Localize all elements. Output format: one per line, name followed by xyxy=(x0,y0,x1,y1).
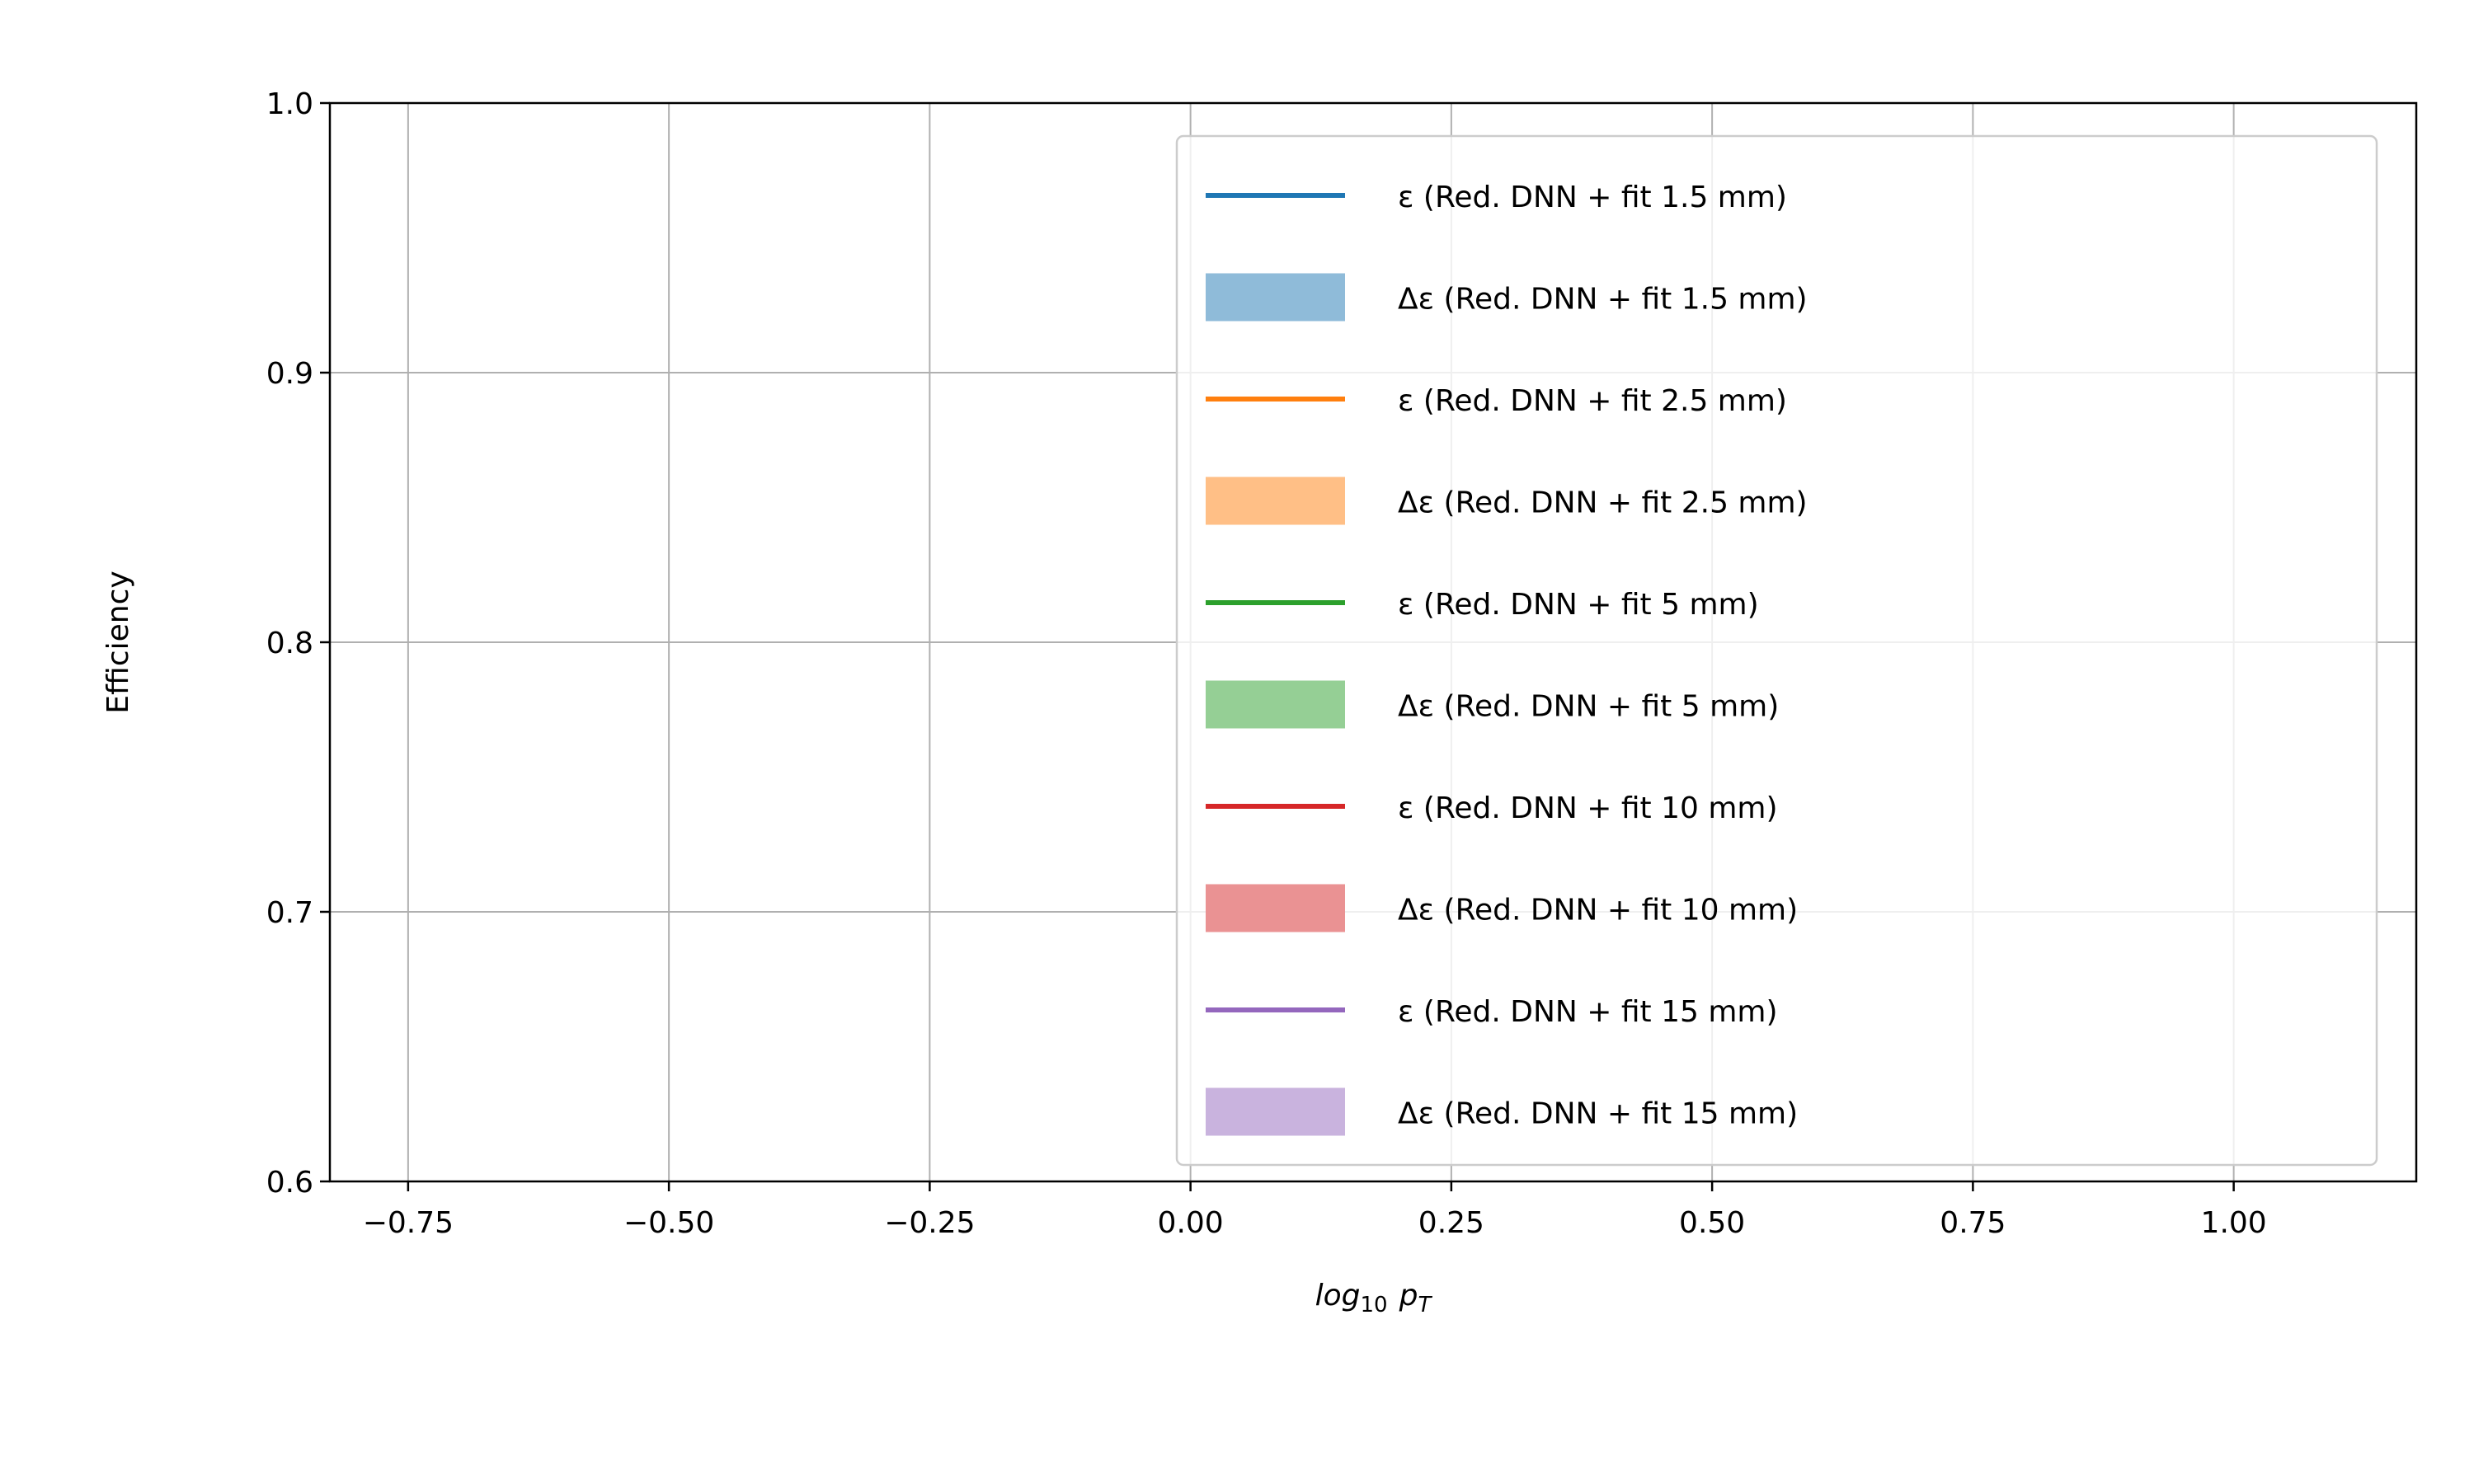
x-tick-label: 0.00 xyxy=(1158,1206,1224,1240)
legend-label: ε (Red. DNN + fit 1.5 mm) xyxy=(1398,181,1787,214)
legend-label: Δε (Red. DNN + fit 15 mm) xyxy=(1398,1097,1798,1131)
legend-label: ε (Red. DNN + fit 15 mm) xyxy=(1398,995,1778,1029)
legend-label: Δε (Red. DNN + fit 10 mm) xyxy=(1398,894,1798,928)
legend-swatch-band xyxy=(1206,884,1345,932)
legend-swatch-band xyxy=(1206,273,1345,322)
legend: ε (Red. DNN + fit 1.5 mm) Δε (Red. DNN + … xyxy=(1175,134,2378,1167)
x-axis: −0.75 −0.50 −0.25 0.00 0.25 0.50 0.75 1.00 xyxy=(363,1181,2267,1240)
legend-box xyxy=(1175,134,2378,1167)
y-tick-label: 1.0 xyxy=(266,87,313,121)
legend-label: Δε (Red. DNN + fit 5 mm) xyxy=(1398,690,1779,724)
legend-swatch-band xyxy=(1206,680,1345,729)
x-axis-label: log10 pT xyxy=(1315,1279,1433,1317)
y-axis: 0.6 0.7 0.8 0.9 1.0 xyxy=(266,87,330,1200)
x-axis-label-var-sub: T xyxy=(1418,1293,1432,1317)
legend-label: Δε (Red. DNN + fit 2.5 mm) xyxy=(1398,486,1808,520)
y-tick-label: 0.9 xyxy=(266,357,313,391)
x-tick-label: 0.50 xyxy=(1679,1206,1745,1240)
legend-label: ε (Red. DNN + fit 5 mm) xyxy=(1398,588,1759,622)
x-axis-label-var: p xyxy=(1399,1279,1418,1313)
x-tick-label: 1.00 xyxy=(2201,1206,2267,1240)
legend-label: ε (Red. DNN + fit 10 mm) xyxy=(1398,791,1778,825)
legend-swatch-band xyxy=(1206,1087,1345,1136)
x-axis-label-sub: 10 xyxy=(1361,1293,1388,1317)
legend-label: ε (Red. DNN + fit 2.5 mm) xyxy=(1398,384,1787,418)
x-tick-label: 0.75 xyxy=(1940,1206,2006,1240)
x-tick-label: −0.25 xyxy=(884,1206,975,1240)
y-tick-label: 0.7 xyxy=(266,896,313,930)
y-axis-label: Efficiency xyxy=(101,571,135,713)
y-tick-label: 0.8 xyxy=(266,627,313,660)
legend-label: Δε (Red. DNN + fit 1.5 mm) xyxy=(1398,283,1808,317)
y-tick-label: 0.6 xyxy=(266,1166,313,1200)
x-tick-label: 0.25 xyxy=(1418,1206,1484,1240)
legend-swatch-band xyxy=(1206,477,1345,525)
x-tick-label: −0.75 xyxy=(363,1206,454,1240)
x-axis-label-base: log xyxy=(1315,1279,1361,1313)
x-tick-label: −0.50 xyxy=(623,1206,714,1240)
